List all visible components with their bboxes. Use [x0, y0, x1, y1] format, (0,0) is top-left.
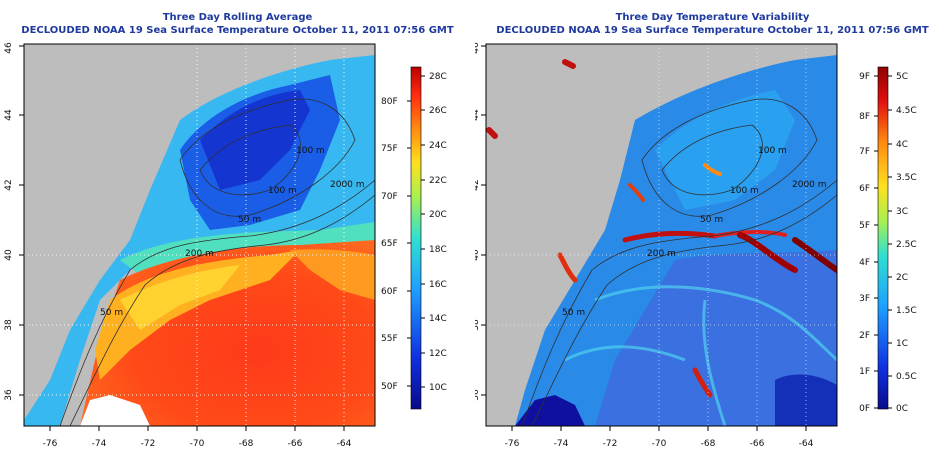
colorbar-f-label: 65F — [381, 239, 398, 249]
y-tick-label: 36 — [475, 389, 481, 401]
y-tick-label: 40 — [4, 249, 14, 261]
colorbar-c-label: 12C — [429, 349, 447, 359]
colorbar-c-label: 10C — [429, 383, 447, 393]
contour-label: 2000 m — [792, 180, 827, 190]
x-tick-label: -70 — [652, 439, 667, 449]
colorbar-f-label: 9F — [859, 72, 870, 82]
colorbar-f-label: 80F — [381, 97, 398, 107]
x-tick-label: -72 — [603, 439, 618, 449]
sst-average-map-svg: 100 m 2000 m 100 m 50 m 200 m 50 m -76 -… — [4, 42, 447, 449]
colorbar-c-label: 1C — [896, 339, 908, 349]
colorbar-c-label: 4C — [896, 140, 908, 150]
x-tick-label: -70 — [190, 439, 205, 449]
colorbar-c-label: 20C — [429, 210, 447, 220]
colorbar-c-label: 24C — [429, 141, 447, 151]
x-tick-label: -76 — [43, 439, 58, 449]
y-tick-label: 44 — [4, 109, 14, 121]
contour-label: 50 m — [700, 215, 723, 225]
colorbar-c-label: 1.5C — [896, 306, 917, 316]
colorbar-c-label: 18C — [429, 245, 447, 255]
y-tick-label: 46 — [475, 42, 481, 54]
bathymetry-contours — [59, 98, 375, 426]
sst-variability-panel: Three Day Temperature Variability DECLOU… — [475, 0, 950, 475]
colorbar-c-label: 16C — [429, 280, 447, 290]
colorbar-f-label: 0F — [859, 404, 870, 414]
contour-label: 50 m — [562, 308, 585, 318]
y-tick-label: 46 — [4, 42, 14, 54]
x-tick-label: -76 — [505, 439, 520, 449]
contour-label: 50 m — [100, 308, 123, 318]
map-title: Three Day Temperature Variability — [615, 12, 810, 23]
colorbar-c-label: 3.5C — [896, 173, 917, 183]
x-tick-label: -74 — [554, 439, 569, 449]
colorbar-f-label: 50F — [381, 382, 398, 392]
x-tick-label: -68 — [701, 439, 716, 449]
map-subtitle: DECLOUDED NOAA 19 Sea Surface Temperatur… — [496, 25, 929, 36]
colorbar-c-label: 2C — [896, 273, 908, 283]
colorbar-f-label: 1F — [859, 367, 870, 377]
contour-label: 100 m — [758, 146, 787, 156]
colorbar-c-label: 22C — [429, 176, 447, 186]
colorbar-f-label: 7F — [859, 147, 870, 157]
colorbar-c-label: 28C — [429, 72, 447, 82]
map-frame — [23, 43, 376, 427]
y-axis: 36 38 40 42 44 46 — [475, 42, 486, 401]
y-tick-label: 36 — [4, 389, 14, 401]
contour-label: 100 m — [730, 186, 759, 196]
y-tick-label: 44 — [475, 109, 481, 121]
contour-label: 2000 m — [330, 180, 365, 190]
colorbar-f-label: 6F — [859, 184, 870, 194]
colorbar-c-label: 3C — [896, 207, 908, 217]
colorbar-f-label: 70F — [381, 192, 398, 202]
colorbar-f-label: 4F — [859, 258, 870, 268]
y-tick-label: 38 — [4, 319, 14, 331]
colorbar-f-label: 2F — [859, 331, 870, 341]
colorbar-c-label: 14C — [429, 314, 447, 324]
map-subtitle: DECLOUDED NOAA 19 Sea Surface Temperatur… — [21, 25, 454, 36]
y-tick-label: 40 — [475, 249, 481, 261]
map-area: 100 m 2000 m 100 m 50 m 200 m 50 m — [486, 44, 837, 426]
colorbar: 9F 8F 7F 6F 5F 4F 3F 2F 1F 0F 5C 4.5C 4C… — [859, 66, 917, 414]
colorbar-f-label: 60F — [381, 287, 398, 297]
bathymetry-contours — [521, 98, 837, 426]
map-area: 100 m 2000 m 100 m 50 m 200 m 50 m — [24, 44, 375, 426]
colorbar-f-label: 3F — [859, 294, 870, 304]
x-tick-label: -72 — [141, 439, 156, 449]
colorbar-f-label: 55F — [381, 334, 398, 344]
contour-label: 100 m — [268, 186, 297, 196]
colorbar-c-label: 0.5C — [896, 372, 917, 382]
colorbar-c-label: 0C — [896, 404, 908, 414]
map-title: Three Day Rolling Average — [162, 12, 313, 23]
x-tick-label: -66 — [288, 439, 303, 449]
x-axis: -76 -74 -72 -70 -68 -66 -64 — [43, 426, 352, 449]
colorbar-c-label: 26C — [429, 106, 447, 116]
colorbar-c-label: 5C — [896, 72, 908, 82]
colorbar-c-label: 4.5C — [896, 106, 917, 116]
x-tick-label: -64 — [799, 439, 814, 449]
contour-label: 200 m — [647, 249, 676, 259]
x-axis: -76 -74 -72 -70 -68 -66 -64 — [505, 426, 814, 449]
y-axis: 36 38 40 42 44 46 — [4, 42, 24, 401]
colorbar-c-label: 2.5C — [896, 240, 917, 250]
x-tick-label: -68 — [239, 439, 254, 449]
x-tick-label: -66 — [750, 439, 765, 449]
y-tick-label: 42 — [4, 179, 14, 190]
colorbar: 80F 75F 70F 65F 60F 55F 50F 28C 26C 24C … — [381, 66, 447, 410]
map-frame — [485, 43, 838, 427]
y-tick-label: 38 — [475, 319, 481, 331]
contour-label: 50 m — [238, 215, 261, 225]
contour-label: 100 m — [296, 146, 325, 156]
x-tick-label: -64 — [337, 439, 352, 449]
colorbar-f-label: 5F — [859, 221, 870, 231]
sst-variability-map-svg: 100 m 2000 m 100 m 50 m 200 m 50 m -76 -… — [475, 42, 917, 449]
colorbar-f-label: 75F — [381, 144, 398, 154]
colorbar-f-label: 8F — [859, 112, 870, 122]
y-tick-label: 42 — [475, 179, 481, 190]
sst-average-panel: Three Day Rolling Average DECLOUDED NOAA… — [4, 12, 454, 449]
x-tick-label: -74 — [92, 439, 107, 449]
contour-label: 200 m — [185, 249, 214, 259]
